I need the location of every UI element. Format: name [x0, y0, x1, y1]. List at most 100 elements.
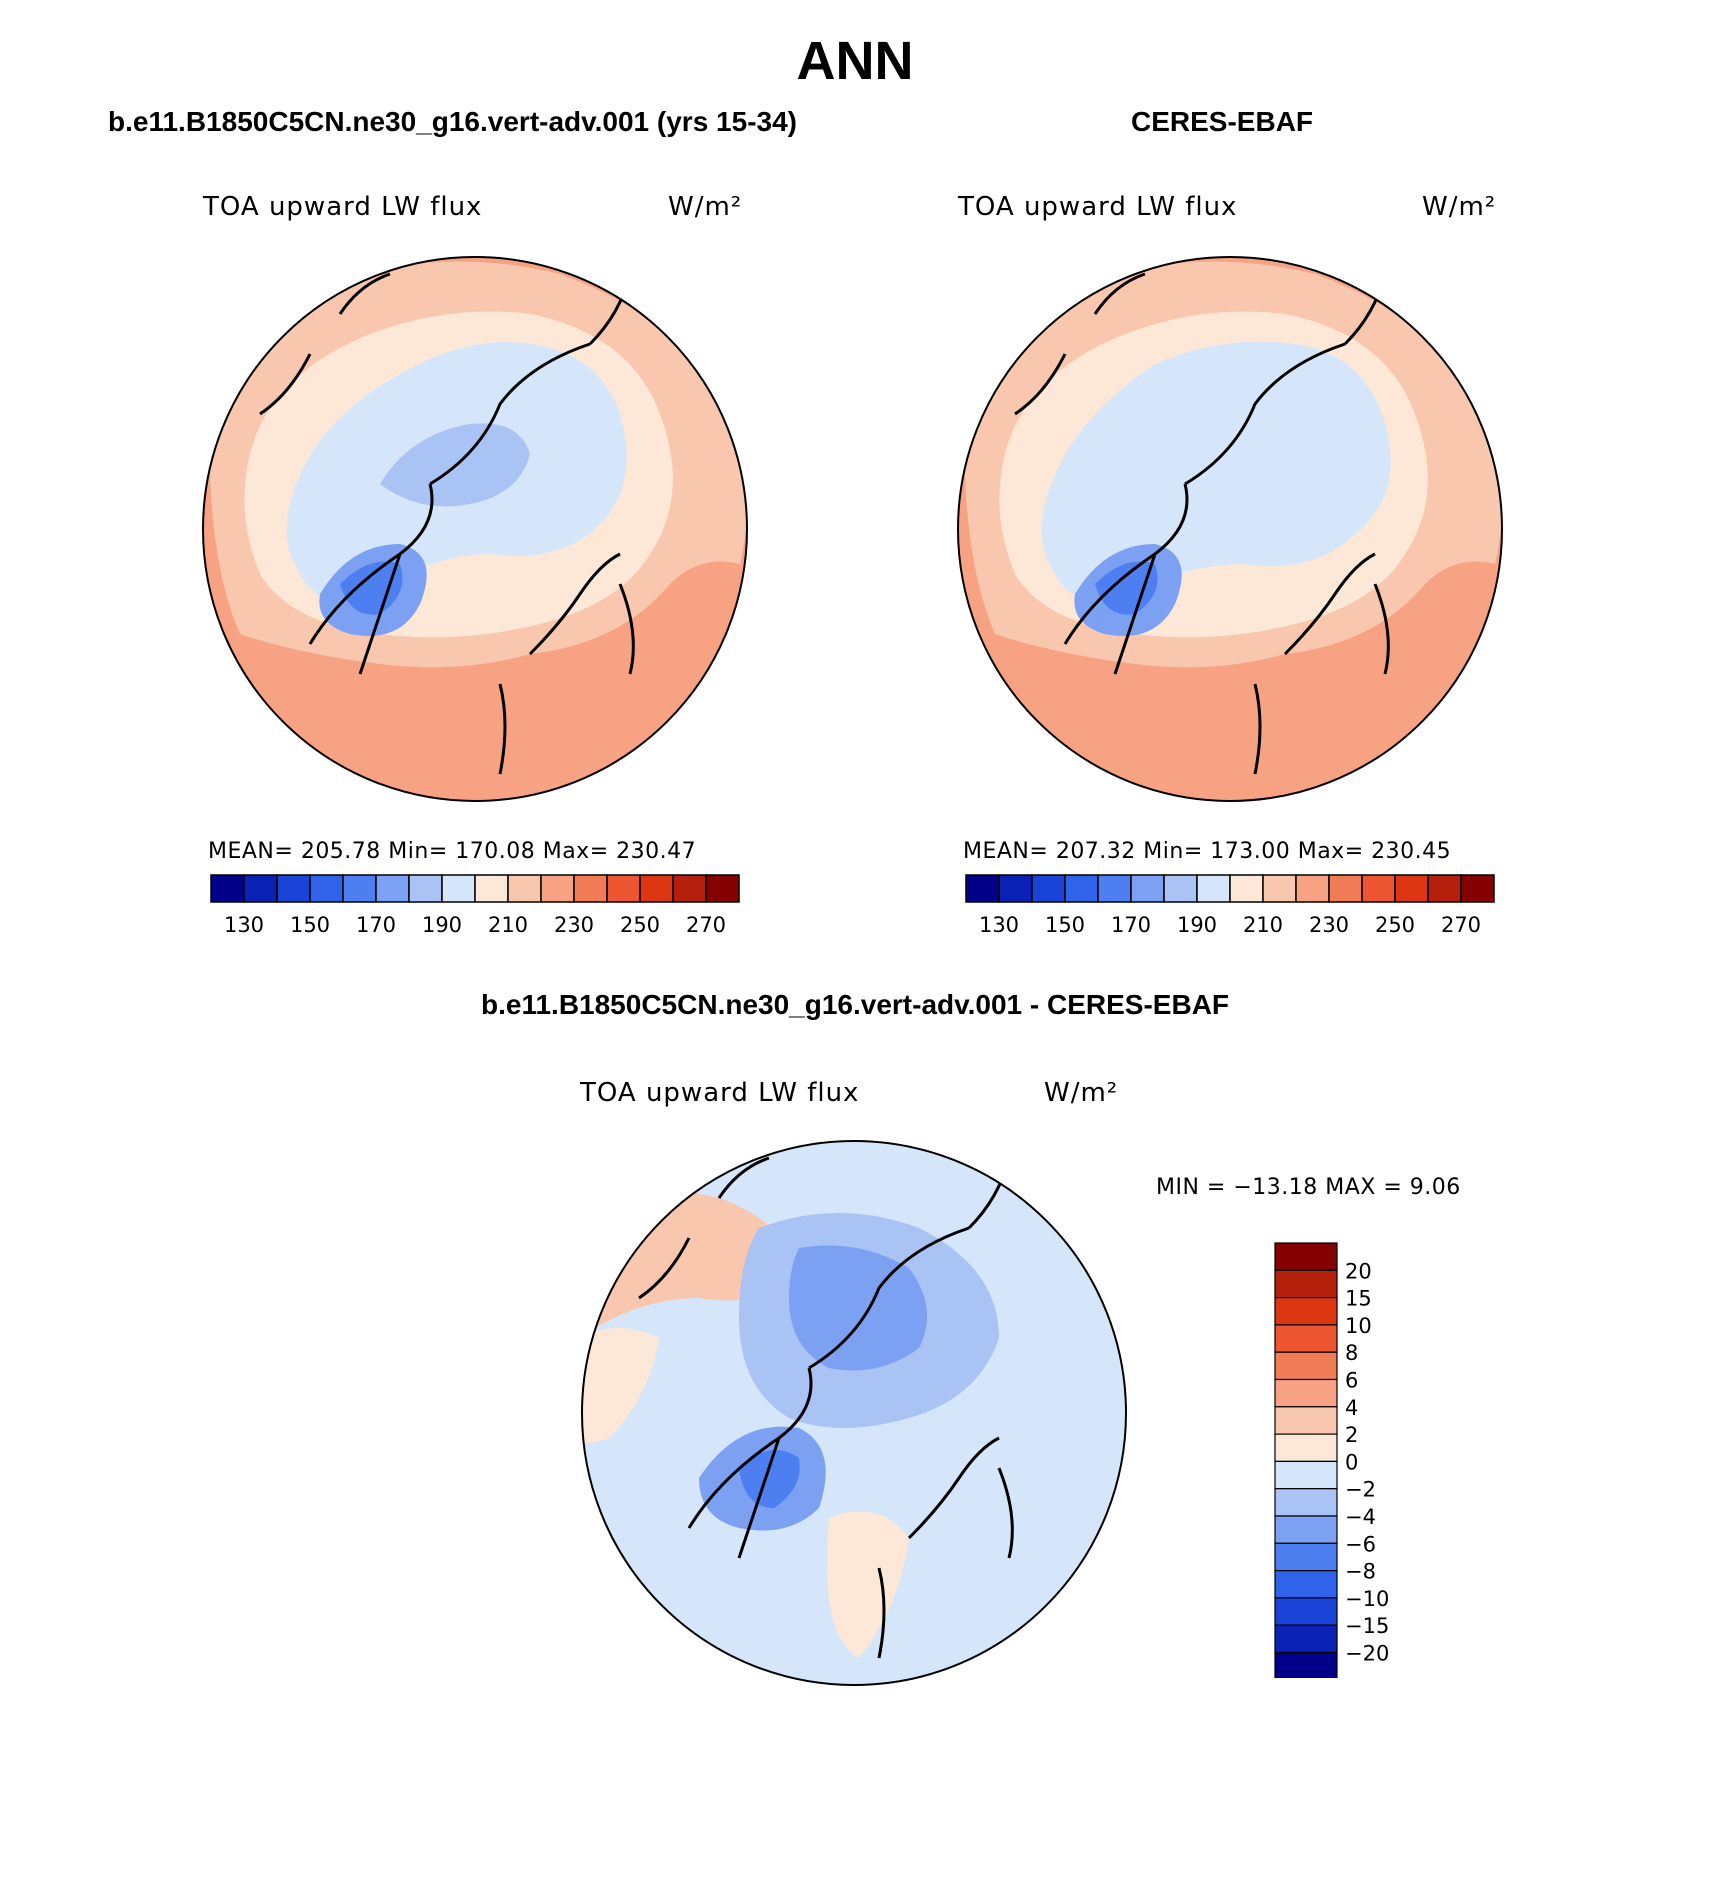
left-field-label: TOA upward LW flux: [203, 192, 483, 222]
colorbar-box: [965, 874, 1000, 903]
colorbar-box: [1460, 874, 1495, 903]
colorbar-box: [1262, 874, 1297, 903]
right-colorbar: 130 150 170 190 210 230 250 270: [965, 874, 1495, 937]
colorbar-box: [342, 874, 377, 903]
colorbar-tick-label: 6: [1345, 1369, 1358, 1393]
colorbar-box: [1274, 1542, 1338, 1572]
colorbar-box: [672, 874, 707, 903]
colorbar-box: [1274, 1624, 1338, 1654]
greenland-deep-region: [340, 561, 403, 615]
colorbar-box: [276, 874, 311, 903]
colorbar-tick-label: −6: [1345, 1532, 1376, 1556]
colorbar-tick-label: 230: [1309, 913, 1349, 937]
right-panel-title: CERES-EBAF: [1131, 106, 1314, 137]
cool-strong-region: [789, 1245, 927, 1371]
coastlines: [1014, 272, 1390, 775]
left-polar-map: [202, 256, 748, 802]
colorbar-tick-label: 150: [1045, 913, 1085, 937]
colorbar-tick-label: −4: [1345, 1505, 1376, 1529]
colorbar-tick-label: 170: [1111, 913, 1151, 937]
colorbar-box: [573, 874, 608, 903]
colorbar-box: [474, 874, 509, 903]
colorbar-tick-label: 15: [1345, 1287, 1372, 1311]
colorbar-tick-label: 210: [1243, 913, 1283, 937]
colorbar-box: [639, 874, 674, 903]
colorbar-tick-label: −20: [1345, 1642, 1389, 1666]
left-panel-title: b.e11.B1850C5CN.ne30_g16.vert-adv.001 (y…: [108, 106, 797, 137]
greenland-deep-region: [1095, 561, 1158, 615]
figure-title: ANN: [796, 31, 914, 91]
colorbar-box: [1064, 874, 1099, 903]
colorbar-box: [1274, 1488, 1338, 1517]
colorbar-tick-label: 210: [488, 913, 528, 937]
left-colorbar: 130 150 170 190 210 230 250 270: [210, 874, 740, 937]
colorbar-tick-label: 230: [554, 913, 594, 937]
colorbar-tick-label: 190: [1177, 913, 1217, 937]
colorbar-tick-label: −15: [1345, 1614, 1389, 1638]
colorbar-box: [1097, 874, 1132, 903]
colorbar-tick-label: 270: [686, 913, 726, 937]
colorbar-box: [1196, 874, 1231, 903]
colorbar-box: [210, 874, 245, 903]
colorbar-tick-label: 4: [1345, 1396, 1358, 1420]
colorbar-box: [1274, 1570, 1338, 1599]
colorbar-box: [1274, 1433, 1338, 1463]
diff-field-label: TOA upward LW flux: [580, 1078, 860, 1108]
warm-region-s: [827, 1511, 909, 1658]
colorbar-tick-label: −10: [1345, 1587, 1389, 1611]
colorbar-tick-label: 2: [1345, 1423, 1358, 1447]
diff-polar-map: [581, 1140, 1127, 1686]
colorbar-box: [1274, 1296, 1338, 1326]
right-polar-map: [957, 256, 1503, 802]
colorbar-box: [1274, 1406, 1338, 1435]
colorbar-box: [408, 874, 443, 903]
colorbar-box: [1163, 874, 1198, 903]
colorbar-tick-label: 270: [1441, 913, 1481, 937]
coastlines: [259, 272, 635, 775]
colorbar-box: [1274, 1515, 1338, 1544]
colorbar-box: [1274, 1460, 1338, 1490]
cool-light-region: [1041, 341, 1391, 601]
colorbar-tick-label: 130: [979, 913, 1019, 937]
colorbar-box: [243, 874, 278, 903]
diff-units-label: W/m²: [1044, 1078, 1119, 1108]
coastlines: [638, 1156, 1014, 1659]
colorbar-box: [606, 874, 641, 903]
colorbar-box: [309, 874, 344, 903]
colorbar-box: [1274, 1651, 1338, 1678]
left-units-label: W/m²: [668, 192, 743, 222]
map-border: [957, 256, 1503, 802]
right-units-label: W/m²: [1422, 192, 1497, 222]
colorbar-box: [998, 874, 1033, 903]
colorbar-box: [1274, 1324, 1338, 1353]
left-stats: MEAN= 205.78 Min= 170.08 Max= 230.47: [208, 839, 697, 864]
colorbar-box: [1427, 874, 1462, 903]
colorbar-tick-label: 8: [1345, 1341, 1358, 1365]
colorbar-box: [1274, 1242, 1338, 1271]
colorbar-tick-label: 250: [1375, 913, 1415, 937]
colorbar-box: [1130, 874, 1165, 903]
colorbar-tick-label: 20: [1345, 1259, 1372, 1283]
colorbar-tick-label: 170: [356, 913, 396, 937]
colorbar-box: [540, 874, 575, 903]
colorbar-box: [1274, 1378, 1338, 1408]
diff-panel-title: b.e11.B1850C5CN.ne30_g16.vert-adv.001 - …: [480, 989, 1230, 1020]
colorbar-tick-label: 130: [224, 913, 264, 937]
map-border: [581, 1140, 1127, 1686]
colorbar-tick-label: 250: [620, 913, 660, 937]
colorbar-box: [1229, 874, 1264, 903]
map-border: [202, 256, 748, 802]
colorbar-box: [1361, 874, 1396, 903]
colorbar-tick-label: −8: [1345, 1560, 1376, 1584]
colorbar-tick-label: 0: [1345, 1450, 1358, 1474]
colorbar-box: [441, 874, 476, 903]
colorbar-box: [705, 874, 740, 903]
colorbar-box: [1394, 874, 1429, 903]
colorbar-box: [1274, 1351, 1338, 1381]
colorbar-box: [1274, 1597, 1338, 1626]
colorbar-tick-label: −2: [1345, 1478, 1376, 1502]
right-stats: MEAN= 207.32 Min= 173.00 Max= 230.45: [963, 839, 1452, 864]
colorbar-box: [507, 874, 542, 903]
warm-region-w: [582, 1328, 659, 1443]
